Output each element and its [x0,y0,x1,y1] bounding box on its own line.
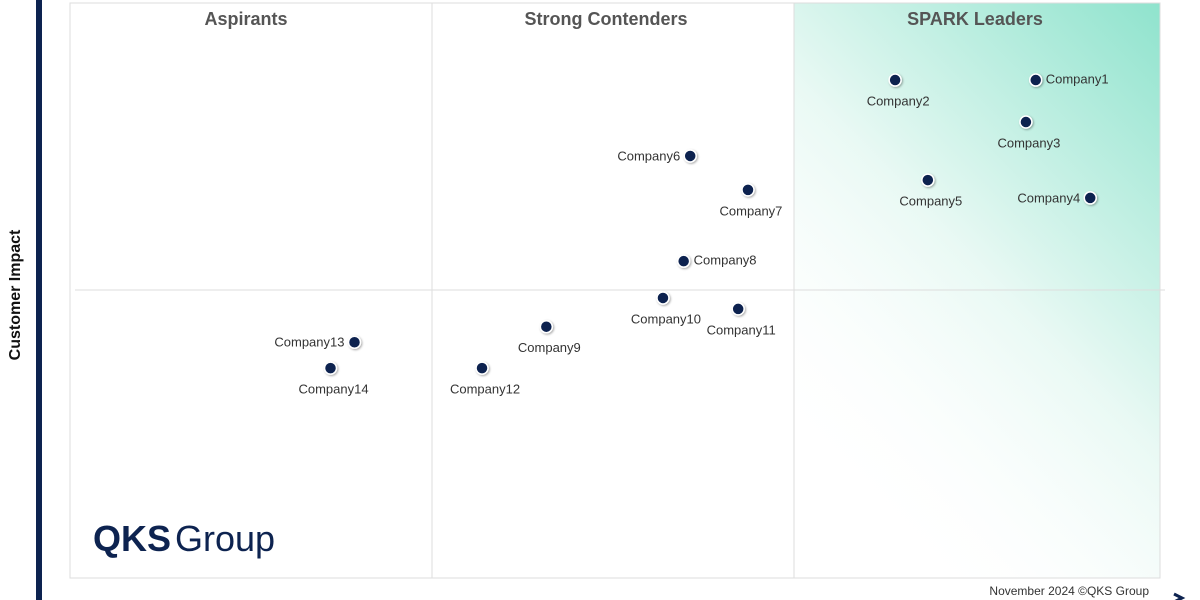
point-label: Company9 [518,340,581,355]
point-label: Company11 [707,322,776,337]
point [323,361,338,375]
quadrant-title: SPARK Leaders [907,9,1043,29]
logo-brand: QKS [93,518,171,559]
point-label: Company14 [298,382,368,397]
point-label: Company2 [867,93,930,108]
point-label: Company13 [274,335,344,350]
point-label: Company8 [694,253,757,268]
quadrant-title: Strong Contenders [524,9,687,29]
axis-bar [36,0,42,600]
point [1028,73,1043,87]
y-axis-label: Customer Impact [7,229,24,360]
point [921,173,935,187]
point-label: Company12 [450,382,520,397]
point-label: Company5 [899,194,962,209]
point-label: Company3 [997,135,1060,150]
logo-name: Group [175,518,275,559]
footnote: November 2024 ©QKS Group [989,584,1149,598]
point [888,73,902,87]
point-label: Company7 [720,203,783,218]
point [683,149,697,163]
point-label: Company1 [1046,71,1109,86]
point [347,335,362,349]
point-label: Company6 [617,148,680,163]
point [539,319,554,334]
point [1019,115,1033,129]
quadrant-title: Aspirants [204,9,287,29]
point [741,183,755,197]
logo: QKS Group [93,518,275,559]
axis-arrow [1173,592,1186,600]
point [475,361,489,375]
point-label: Company10 [631,311,701,326]
point [656,291,670,305]
point [731,302,745,316]
point [1083,191,1097,205]
point-label: Company4 [1017,190,1080,205]
point [676,254,691,268]
